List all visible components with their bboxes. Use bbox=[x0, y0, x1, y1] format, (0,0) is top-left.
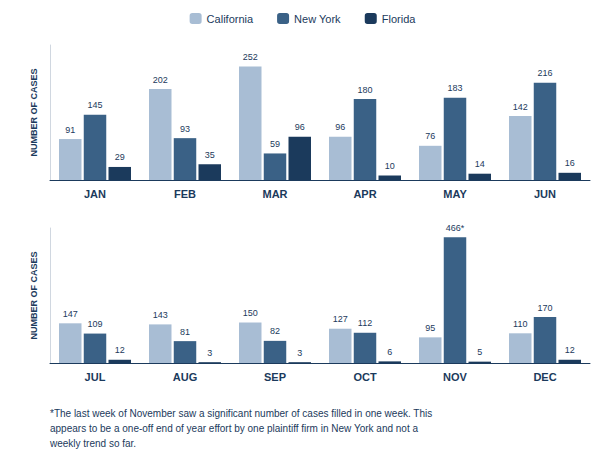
svg-text:APR: APR bbox=[353, 188, 376, 200]
svg-text:New York: New York bbox=[294, 13, 341, 25]
svg-text:SEP: SEP bbox=[264, 371, 286, 383]
svg-text:91: 91 bbox=[65, 125, 75, 135]
svg-text:112: 112 bbox=[358, 318, 372, 328]
svg-text:6: 6 bbox=[387, 347, 392, 357]
svg-text:96: 96 bbox=[335, 122, 345, 132]
svg-text:12: 12 bbox=[115, 345, 125, 355]
svg-text:170: 170 bbox=[537, 303, 552, 313]
svg-text:96: 96 bbox=[295, 122, 305, 132]
svg-text:109: 109 bbox=[87, 319, 102, 329]
svg-text:California: California bbox=[207, 13, 254, 25]
svg-text:JUN: JUN bbox=[534, 188, 556, 200]
svg-text:143: 143 bbox=[153, 310, 168, 320]
svg-text:5: 5 bbox=[477, 347, 482, 357]
svg-text:35: 35 bbox=[205, 150, 215, 160]
svg-text:NUMBER OF CASES: NUMBER OF CASES bbox=[29, 68, 39, 156]
svg-text:142: 142 bbox=[513, 102, 528, 112]
svg-text:466*: 466* bbox=[446, 223, 465, 233]
svg-text:Florida: Florida bbox=[382, 13, 417, 25]
svg-text:OCT: OCT bbox=[353, 371, 377, 383]
svg-text:appears to be a one-off end of: appears to be a one-off end of year effo… bbox=[50, 423, 418, 434]
svg-text:95: 95 bbox=[425, 323, 435, 333]
svg-text:110: 110 bbox=[513, 319, 527, 329]
svg-text:183: 183 bbox=[447, 83, 462, 93]
svg-text:93: 93 bbox=[180, 124, 190, 134]
svg-text:59: 59 bbox=[270, 139, 280, 149]
svg-text:180: 180 bbox=[357, 85, 372, 95]
svg-text:10: 10 bbox=[385, 161, 395, 171]
svg-text:252: 252 bbox=[243, 52, 258, 62]
svg-text:3: 3 bbox=[297, 348, 302, 358]
svg-text:JAN: JAN bbox=[84, 188, 106, 200]
svg-text:16: 16 bbox=[565, 158, 575, 168]
svg-text:150: 150 bbox=[243, 308, 258, 318]
svg-text:NOV: NOV bbox=[443, 371, 468, 383]
svg-text:127: 127 bbox=[333, 314, 348, 324]
svg-text:12: 12 bbox=[565, 345, 575, 355]
svg-text:14: 14 bbox=[475, 159, 485, 169]
svg-text:*The last week of November saw: *The last week of November saw a signifi… bbox=[50, 408, 432, 419]
svg-text:147: 147 bbox=[63, 309, 78, 319]
svg-text:MAY: MAY bbox=[443, 188, 467, 200]
svg-text:NUMBER OF CASES: NUMBER OF CASES bbox=[29, 251, 39, 339]
svg-text:145: 145 bbox=[87, 100, 102, 110]
svg-text:76: 76 bbox=[425, 131, 435, 141]
svg-text:AUG: AUG bbox=[173, 371, 197, 383]
svg-text:202: 202 bbox=[153, 75, 168, 85]
svg-text:FEB: FEB bbox=[174, 188, 196, 200]
svg-text:29: 29 bbox=[115, 152, 125, 162]
svg-text:MAR: MAR bbox=[262, 188, 287, 200]
svg-text:82: 82 bbox=[270, 326, 280, 336]
svg-text:3: 3 bbox=[207, 348, 212, 358]
svg-text:DEC: DEC bbox=[533, 371, 556, 383]
svg-text:weekly trend so far.: weekly trend so far. bbox=[49, 438, 136, 449]
svg-text:216: 216 bbox=[537, 68, 552, 78]
svg-text:81: 81 bbox=[180, 327, 190, 337]
svg-text:JUL: JUL bbox=[85, 371, 106, 383]
